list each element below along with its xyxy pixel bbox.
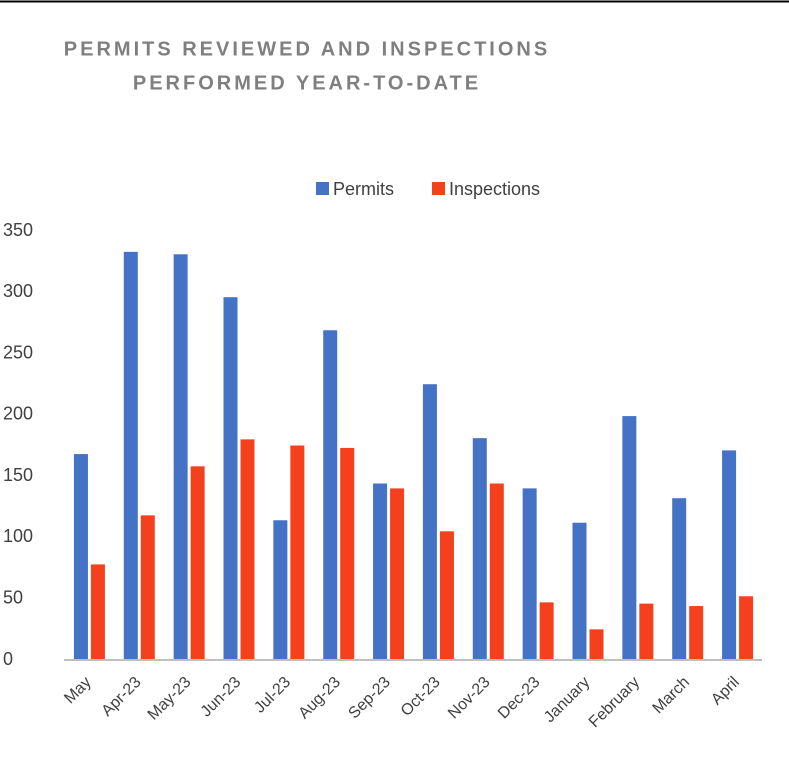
x-tick-label: February (586, 674, 643, 731)
y-tick-label: 350 (3, 220, 33, 240)
bar (422, 384, 437, 660)
bar (390, 488, 405, 660)
x-tick-label: Jul-23 (251, 674, 294, 717)
legend-label: Permits (333, 179, 394, 199)
bar (123, 251, 138, 660)
bar (472, 438, 487, 660)
y-tick-label: 250 (3, 342, 33, 362)
bar (722, 450, 737, 660)
y-tick-label: 100 (3, 526, 33, 546)
bar (90, 564, 105, 660)
bar (622, 416, 637, 660)
bar (572, 522, 587, 660)
x-tick-label: Dec-23 (495, 674, 544, 723)
x-tick-label: Nov-23 (445, 674, 494, 723)
y-tick-label: 50 (3, 587, 23, 607)
bar (73, 454, 88, 660)
bar (539, 602, 554, 660)
bar (522, 488, 537, 660)
legend-swatch (316, 182, 329, 195)
x-tick-label: May-23 (145, 674, 195, 724)
bar (323, 330, 338, 660)
bar (639, 603, 654, 660)
bar (489, 483, 504, 660)
legend-swatch (432, 182, 445, 195)
chart-title: PERMITS REVIEWED AND INSPECTIONS (64, 38, 550, 60)
bar (140, 515, 155, 660)
x-tick-label: Aug-23 (296, 674, 345, 723)
bar (589, 629, 604, 660)
y-tick-label: 150 (3, 465, 33, 485)
bar (273, 520, 288, 660)
bar (739, 596, 754, 660)
x-tick-label: March (650, 674, 693, 717)
y-tick-label: 200 (3, 404, 33, 424)
bar (689, 606, 704, 660)
bar (190, 466, 205, 660)
bar (340, 447, 355, 660)
bar (240, 439, 255, 660)
chart-title: PERFORMED YEAR-TO-DATE (133, 72, 481, 94)
x-tick-label: Apr-23 (99, 674, 145, 720)
bar (223, 297, 238, 660)
x-tick-label: May (61, 674, 94, 707)
y-tick-label: 300 (3, 281, 33, 301)
x-tick-label: Oct-23 (398, 674, 444, 720)
bar (373, 483, 388, 660)
bar (290, 445, 305, 660)
legend-label: Inspections (449, 179, 540, 199)
y-tick-label: 0 (3, 649, 13, 669)
x-tick-label: Sep-23 (345, 674, 394, 723)
bar (173, 254, 188, 660)
bar (439, 531, 454, 660)
x-tick-label: Jun-23 (198, 674, 245, 721)
x-tick-label: April (708, 674, 743, 709)
bar (672, 498, 687, 660)
